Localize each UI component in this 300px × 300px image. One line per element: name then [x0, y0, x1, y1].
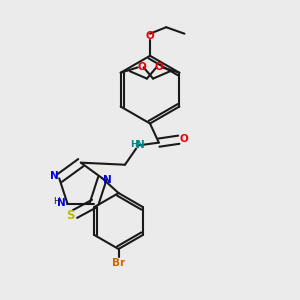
Text: O: O: [179, 134, 188, 144]
Text: S: S: [67, 209, 75, 222]
Text: N: N: [103, 175, 112, 185]
Text: H: H: [130, 140, 138, 148]
Text: N: N: [57, 198, 65, 208]
Text: H: H: [53, 197, 60, 206]
Text: N: N: [50, 171, 58, 181]
Text: Br: Br: [112, 257, 125, 268]
Text: N: N: [136, 140, 145, 150]
Text: O: O: [154, 62, 163, 72]
Text: O: O: [146, 31, 154, 41]
Text: O: O: [137, 62, 146, 72]
